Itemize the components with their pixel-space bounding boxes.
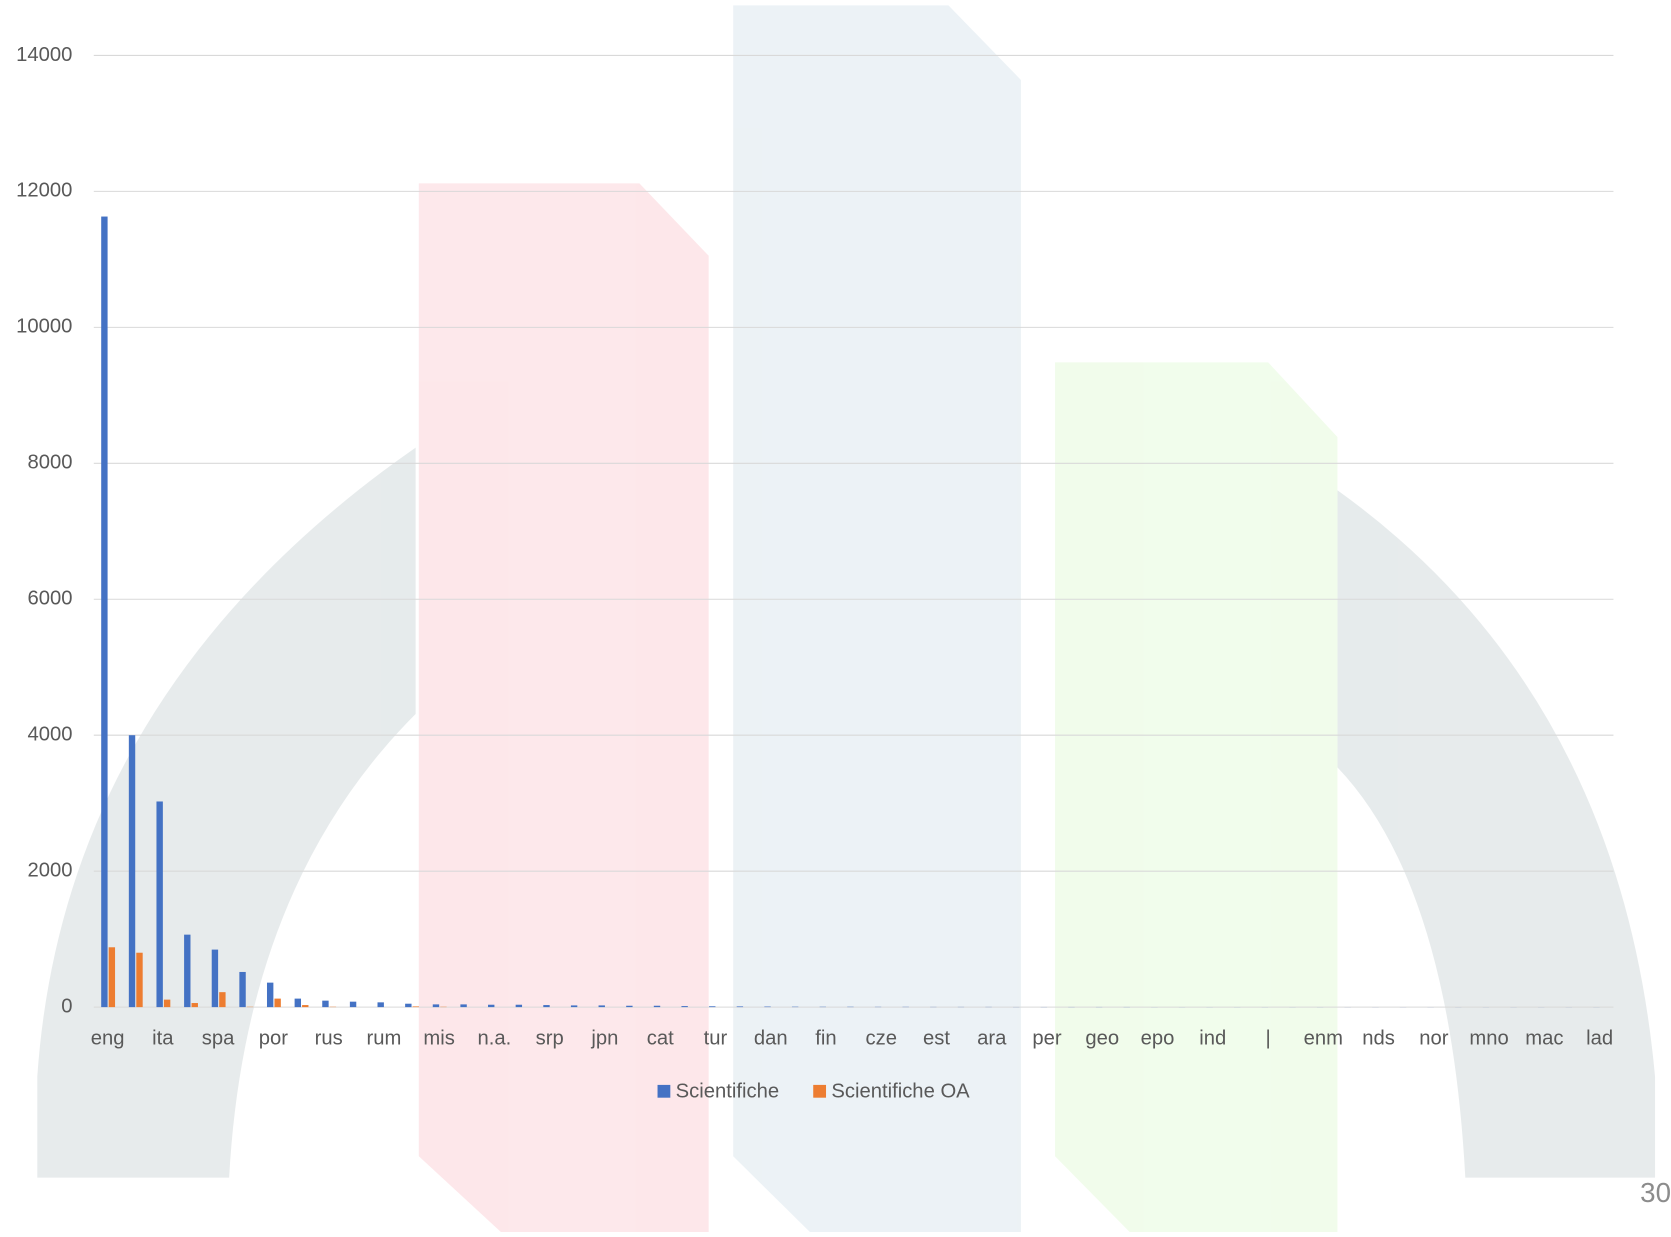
bar	[184, 935, 190, 1007]
x-tick-label: |	[1265, 1027, 1270, 1049]
y-tick-label: 12000	[16, 180, 72, 202]
x-tick-label: eng	[91, 1027, 125, 1049]
bar	[709, 1006, 715, 1007]
y-tick-label: 4000	[27, 724, 72, 746]
slide-number: 30	[1640, 1177, 1671, 1208]
bar	[626, 1006, 632, 1007]
bar	[295, 999, 301, 1007]
x-tick-label: mac	[1525, 1027, 1563, 1049]
x-tick-label: jpn	[590, 1027, 618, 1049]
x-tick-label: ara	[977, 1027, 1007, 1049]
y-tick-label: 10000	[16, 316, 72, 338]
x-tick-label: por	[259, 1027, 289, 1049]
bar	[239, 972, 245, 1007]
x-tick-label: mis	[423, 1027, 454, 1049]
x-tick-label: rum	[366, 1027, 401, 1049]
bar	[219, 992, 225, 1007]
bar	[164, 1000, 170, 1007]
bar	[322, 1001, 328, 1007]
x-tick-label: est	[923, 1027, 950, 1049]
bar	[764, 1007, 770, 1008]
bar	[350, 1002, 356, 1007]
x-tick-label: nds	[1362, 1027, 1395, 1049]
bar	[543, 1005, 549, 1007]
x-tick-label: tur	[704, 1027, 728, 1049]
x-tick-label: per	[1032, 1027, 1062, 1049]
x-tick-label: cat	[647, 1027, 674, 1049]
bar	[413, 1006, 419, 1007]
x-tick-label: dan	[754, 1027, 788, 1049]
bar	[156, 801, 162, 1007]
bar	[109, 947, 115, 1007]
legend-swatch	[658, 1085, 671, 1098]
bar	[488, 1005, 494, 1007]
y-tick-label: 8000	[27, 452, 72, 474]
bar	[599, 1005, 605, 1007]
x-tick-label: cze	[865, 1027, 897, 1049]
legend-swatch	[813, 1085, 826, 1098]
x-tick-label: enm	[1304, 1027, 1343, 1049]
bar	[101, 217, 107, 1008]
x-tick-label: geo	[1085, 1027, 1119, 1049]
x-tick-label: mno	[1469, 1027, 1508, 1049]
bar	[571, 1005, 577, 1007]
x-tick-label: nor	[1419, 1027, 1449, 1049]
x-tick-label: ita	[152, 1027, 174, 1049]
x-tick-label: epo	[1141, 1027, 1175, 1049]
x-tick-label: rus	[315, 1027, 343, 1049]
x-tick-label: n.a.	[478, 1027, 512, 1049]
bar	[192, 1003, 198, 1007]
bar	[433, 1004, 439, 1007]
bar	[681, 1006, 687, 1007]
y-tick-label: 6000	[27, 588, 72, 610]
legend-label: Scientifiche OA	[831, 1081, 970, 1103]
bar	[460, 1004, 466, 1007]
bar	[129, 735, 135, 1007]
x-tick-label: lad	[1586, 1027, 1613, 1049]
bar	[654, 1006, 660, 1007]
y-tick-label: 0	[61, 995, 72, 1017]
bar	[274, 999, 280, 1007]
y-tick-label: 2000	[27, 860, 72, 882]
bar	[212, 950, 218, 1008]
bar	[516, 1005, 522, 1007]
bar	[136, 953, 142, 1007]
bar	[378, 1002, 384, 1007]
bar	[405, 1004, 411, 1007]
bar	[737, 1006, 743, 1007]
bar	[302, 1005, 308, 1007]
y-tick-label: 14000	[16, 44, 72, 66]
x-tick-label: spa	[202, 1027, 235, 1049]
bar	[267, 983, 273, 1007]
x-tick-label: srp	[536, 1027, 564, 1049]
legend-label: Scientifiche	[676, 1081, 779, 1103]
x-tick-label: fin	[815, 1027, 836, 1049]
x-tick-label: ind	[1199, 1027, 1226, 1049]
